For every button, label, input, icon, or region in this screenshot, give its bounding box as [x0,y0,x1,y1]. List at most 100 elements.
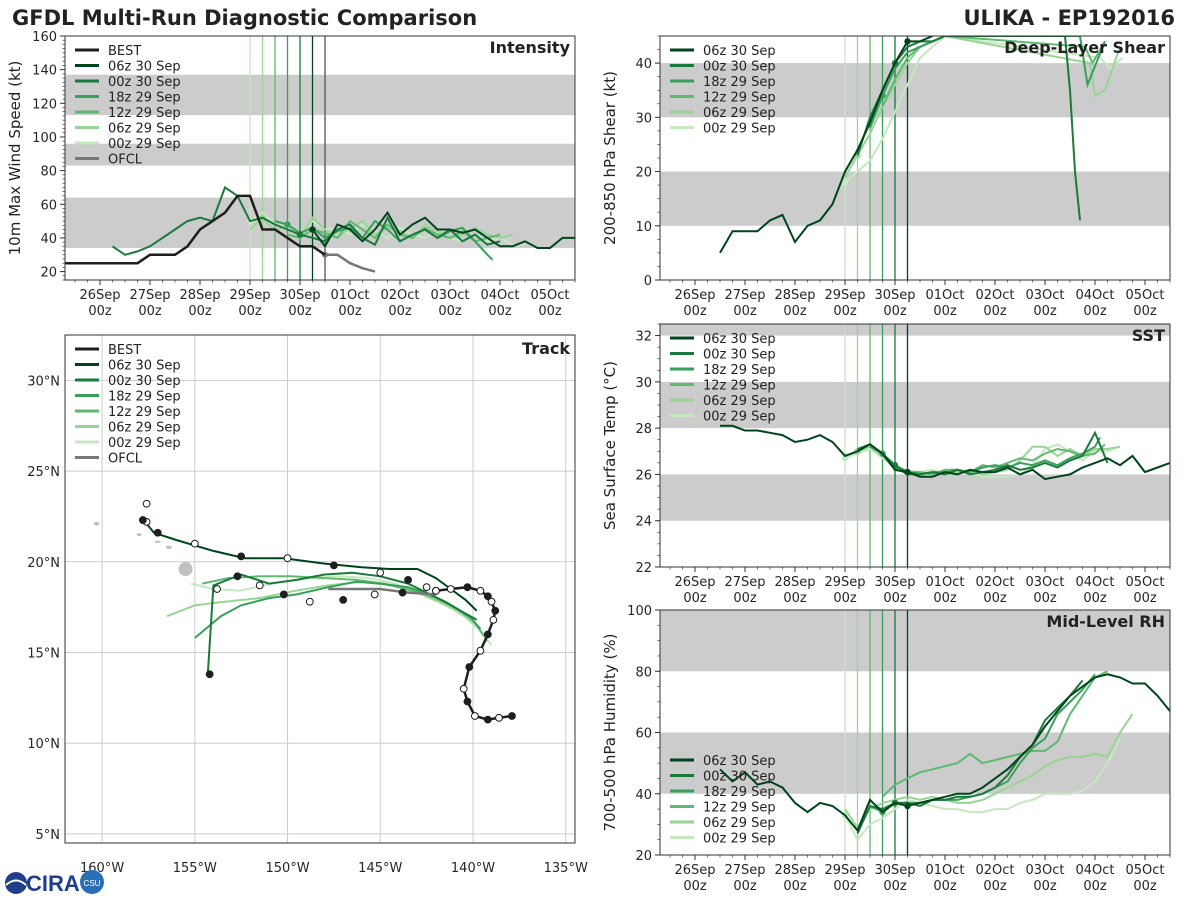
shear-legend-label: 00z 30 Sep [703,60,776,75]
rh-x-tick-sublabel: 00z [933,879,957,894]
sst-x-tick-label: 01Oct [925,575,964,590]
rh-panel-title: Mid-Level RH [1046,612,1165,631]
rh-legend-label: 06z 29 Sep [703,816,776,831]
rh-x-tick-label: 28Sep [774,863,815,878]
rh-run-line [844,713,1134,830]
shear-x-tick-sublabel: 00z [1033,304,1057,319]
shear-panel: 01020304026Sep00z27Sep00z28Sep00z29Sep00… [601,35,1171,319]
track-legend-label: 18z 29 Sep [108,390,181,405]
sst-x-tick-sublabel: 00z [933,591,957,606]
intensity-x-tick-sublabel: 00z [438,304,462,319]
intensity-best-line [65,194,326,265]
shear-legend-label: 18z 29 Sep [703,75,776,90]
shear-legend-label: 06z 30 Sep [703,44,776,59]
intensity-panel-title: Intensity [490,38,571,57]
rh-x-tick-label: 02Oct [975,863,1014,878]
intensity-x-tick-sublabel: 00z [338,304,362,319]
sst-threshold-band [660,324,1170,336]
shear-y-tick-label: 20 [635,166,652,181]
sst-threshold-band [660,381,1170,429]
track-best-marker [476,586,485,595]
shear-y-axis-label: 200-850 hPa Shear (kt) [601,71,619,245]
rh-panel: 2040608010026Sep00z27Sep00z28Sep00z29Sep… [601,604,1171,894]
track-best-marker [138,516,147,524]
sst-legend-label: 00z 29 Sep [703,410,776,425]
shear-x-tick-sublabel: 00z [883,304,907,319]
shear-x-tick-label: 26Sep [674,288,715,303]
intensity-y-tick-label: 100 [32,131,57,146]
rh-series-group [719,670,1170,842]
track-best-marker [255,581,264,590]
shear-x-tick-label: 04Oct [1075,288,1114,303]
sst-x-tick-label: 30Sep [874,575,915,590]
track-best-marker [446,585,455,593]
track-legend-label: 06z 29 Sep [108,421,181,436]
rh-y-tick-label: 60 [635,727,652,742]
sst-threshold-band [660,474,1170,521]
intensity-x-tick-label: 28Sep [179,288,220,303]
cira-logo-text: CIRA [26,871,80,896]
csu-seal-icon [80,870,104,894]
sst-x-tick-label: 27Sep [724,575,765,590]
hawaii-island-shape [93,521,100,526]
intensity-x-tick-sublabel: 00z [488,304,512,319]
rh-x-tick-label: 30Sep [874,863,915,878]
rh-x-tick-sublabel: 00z [883,879,907,894]
rh-legend-label: 00z 29 Sep [703,832,776,847]
storm-id-title: ULIKA - EP192016 [963,6,1175,30]
rh-run-line [719,673,1170,833]
sst-x-tick-sublabel: 00z [883,591,907,606]
track-legend-label: 00z 29 Sep [108,436,181,451]
sst-y-tick-label: 32 [635,330,652,345]
intensity-y-axis-label: 10m Max Wind Speed (kt) [6,61,24,256]
track-best-marker [404,576,412,584]
rh-legend-label: 18z 29 Sep [703,785,776,800]
intensity-x-tick-sublabel: 00z [238,304,262,319]
sst-run-line [881,443,1106,476]
shear-panel-title: Deep-Layer Shear [1004,38,1165,57]
intensity-x-tick-label: 01Oct [330,288,369,303]
track-best-marker [465,663,474,671]
track-best-marker [470,712,479,720]
rh-y-tick-label: 80 [635,665,652,680]
track-legend-label: 00z 30 Sep [108,374,181,389]
sst-x-tick-sublabel: 00z [783,591,807,606]
rh-x-tick-label: 26Sep [674,863,715,878]
track-panel-title: Track [522,339,570,358]
shear-run-marker [841,179,849,186]
rh-x-tick-label: 01Oct [925,863,964,878]
track-best-marker [398,588,407,597]
rh-legend-label: 06z 30 Sep [703,754,776,769]
track-best-marker [422,583,431,592]
sst-y-tick-label: 28 [635,422,652,437]
sst-x-tick-label: 03Oct [1025,575,1064,590]
intensity-legend-label: 00z 29 Sep [108,137,181,152]
intensity-x-tick-sublabel: 00z [538,304,562,319]
rh-threshold-band [660,732,1170,794]
sst-legend-label: 06z 29 Sep [703,394,776,409]
rh-x-tick-sublabel: 00z [1083,879,1107,894]
intensity-legend-label: OFCL [108,153,143,168]
intensity-y-tick-label: 20 [40,266,57,281]
sst-x-tick-sublabel: 00z [733,591,757,606]
intensity-legend-label: 18z 29 Sep [108,91,181,106]
sst-legend-label: 00z 30 Sep [703,348,776,363]
track-best-marker [463,697,472,706]
track-lat-label: 15°N [27,647,60,662]
track-best-marker [489,615,498,624]
csu-seal-text: CSU [84,879,101,888]
intensity-legend-label: 06z 30 Sep [108,60,181,75]
intensity-panel: 2040608010012014016026Sep00z27Sep00z28Se… [6,30,576,319]
rh-threshold-band [660,610,1170,672]
track-lat-label: 20°N [27,556,60,571]
track-best-marker [432,586,440,595]
intensity-x-tick-label: 02Oct [380,288,419,303]
rh-run-marker [904,802,911,810]
track-best-marker [483,715,492,724]
shear-x-tick-sublabel: 00z [733,304,757,319]
track-best-marker [495,713,503,722]
shear-x-tick-sublabel: 00z [1133,304,1157,319]
intensity-y-tick-label: 140 [32,64,57,79]
track-best-marker [483,630,492,639]
